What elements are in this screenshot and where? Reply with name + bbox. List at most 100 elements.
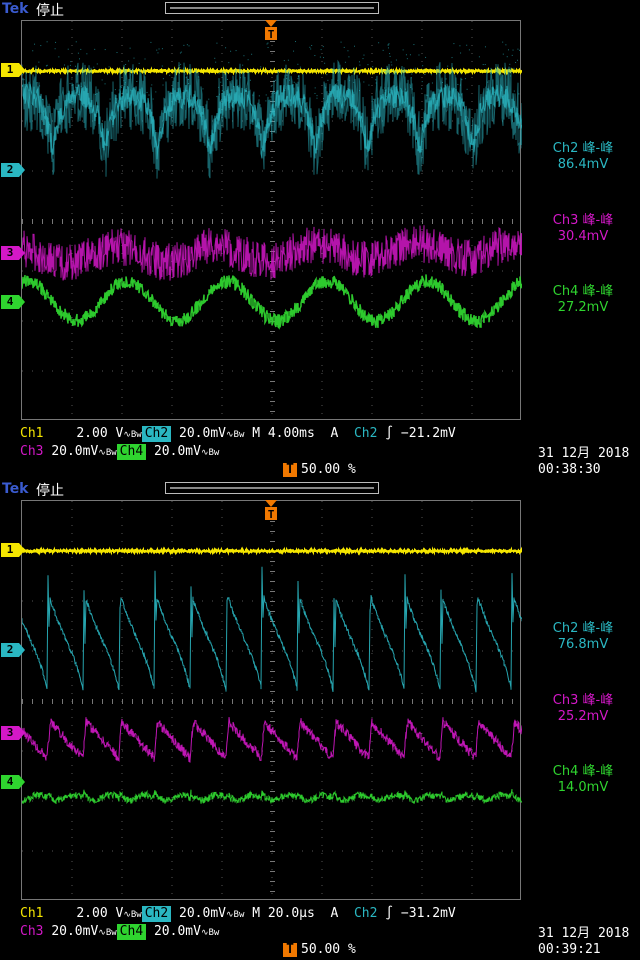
date-display: 31 12月 2018 <box>538 446 630 461</box>
brand-logo: Tek <box>2 481 29 497</box>
status-bar: Tek 停止 <box>0 480 640 500</box>
ch2-marker[interactable]: 2 <box>1 163 25 177</box>
ch2-trace-core <box>22 83 522 160</box>
waveform-display <box>21 20 522 420</box>
acquisition-status: 停止 <box>36 483 64 499</box>
ch2-meas-value: 86.4mV <box>557 157 609 172</box>
ch3-scale[interactable]: 20.0mV <box>51 924 99 939</box>
waveform-canvas <box>22 21 522 414</box>
ch4-marker[interactable]: 4 <box>1 295 25 309</box>
brand-logo: Tek <box>2 1 29 17</box>
graticule <box>22 21 513 414</box>
ch2-label[interactable]: Ch2 <box>141 426 172 442</box>
trigger-t-icon: T <box>283 943 297 957</box>
svg-text:T: T <box>268 508 275 520</box>
timebase[interactable]: M 4.00ms <box>252 426 315 441</box>
ch4-meas-value: 27.2mV <box>557 300 609 315</box>
trigger-position[interactable]: T 50.00 % <box>283 462 356 478</box>
ch4-scale[interactable]: 20.0mV <box>153 924 201 939</box>
waveform-canvas <box>22 501 522 894</box>
ch3-meas-value: 25.2mV <box>557 709 609 724</box>
scope-screen-1: Tek 停止 T 1 2 3 4 Ch2 峰-峰 86.4mV Ch3 峰-峰 … <box>0 0 640 478</box>
trigger-source[interactable]: Ch2 <box>353 906 378 921</box>
ch4-label[interactable]: Ch4 <box>116 444 147 460</box>
trigger-source[interactable]: Ch2 <box>353 426 378 441</box>
ch1-trace <box>22 66 522 76</box>
ch4-marker[interactable]: 4 <box>1 775 25 789</box>
ch3-scale[interactable]: 20.0mV <box>51 444 99 459</box>
trigger-position-value: 50.00 % <box>301 942 356 957</box>
ch3-meas-value: 30.4mV <box>557 229 609 244</box>
ch1-scale[interactable]: 2.00 V <box>76 426 124 441</box>
graticule <box>22 501 513 894</box>
ch4-bw-icon: ∿Bw <box>200 448 220 458</box>
settings-row-2: Ch3 20.0mV∿Bw Ch4 20.0mV∿Bw <box>20 924 219 940</box>
ch3-marker[interactable]: 3 <box>1 246 25 260</box>
ch2-marker[interactable]: 2 <box>1 643 25 657</box>
settings-row-2: Ch3 20.0mV∿Bw Ch4 20.0mV∿Bw <box>20 444 219 460</box>
ch4-measurement: Ch4 峰-峰 27.2mV <box>528 284 638 316</box>
ch1-trace <box>22 546 522 556</box>
scope-screen-2: Tek 停止 T 1 2 3 4 Ch2 峰-峰 76.8mV Ch3 峰-峰 … <box>0 480 640 960</box>
ch3-label[interactable]: Ch3 <box>20 924 44 939</box>
acquisition-status: 停止 <box>36 3 64 19</box>
record-view-bar <box>165 2 379 14</box>
ch1-marker[interactable]: 1 <box>1 543 25 557</box>
trigger-level[interactable]: ∫ −21.2mV <box>385 426 456 441</box>
time-display: 00:39:21 <box>538 942 601 957</box>
trigger-t-icon: T <box>283 463 297 477</box>
ch3-meas-label: Ch3 峰-峰 <box>552 213 614 228</box>
record-view-bar <box>165 482 379 494</box>
time-display: 00:38:30 <box>538 462 601 477</box>
ch3-trace <box>22 717 522 763</box>
trigger-position[interactable]: T 50.00 % <box>283 942 356 958</box>
ch4-label[interactable]: Ch4 <box>116 924 147 940</box>
waveform-display <box>21 500 522 900</box>
ch2-meas-label: Ch2 峰-峰 <box>552 621 614 636</box>
ch1-bw-icon: ∿Bw <box>123 430 142 440</box>
ch1-label[interactable]: Ch1 <box>20 906 44 921</box>
ch4-meas-label: Ch4 峰-峰 <box>552 764 614 779</box>
trigger-mode[interactable]: A <box>330 426 339 441</box>
svg-text:T: T <box>268 28 275 40</box>
ch2-trace <box>22 59 522 179</box>
settings-row-1: Ch1 2.00 V∿Bw Ch2 20.0mV∿Bw M 4.00ms A Ch… <box>20 426 456 442</box>
ch2-scale[interactable]: 20.0mV <box>179 426 226 441</box>
date-display: 31 12月 2018 <box>538 926 630 941</box>
ch4-meas-value: 14.0mV <box>557 780 609 795</box>
ch2-measurement: Ch2 峰-峰 86.4mV <box>528 141 638 173</box>
ch4-bw-icon: ∿Bw <box>200 928 220 938</box>
ch3-measurement: Ch3 峰-峰 25.2mV <box>528 693 638 725</box>
ch3-bw-icon: ∿Bw <box>98 928 117 938</box>
trigger-mode[interactable]: A <box>330 906 339 921</box>
ch3-label[interactable]: Ch3 <box>20 444 44 459</box>
trigger-position-value: 50.00 % <box>301 462 356 477</box>
trigger-position-icon: T <box>265 20 277 40</box>
trigger-position-icon: T <box>265 500 277 520</box>
ch3-bw-icon: ∿Bw <box>98 448 117 458</box>
ch3-measurement: Ch3 峰-峰 30.4mV <box>528 213 638 245</box>
ch2-bw-icon: ∿Bw <box>225 910 245 920</box>
ch4-measurement: Ch4 峰-峰 14.0mV <box>528 764 638 796</box>
ch2-bw-icon: ∿Bw <box>225 430 245 440</box>
timebase[interactable]: M 20.0µs <box>252 906 315 921</box>
ch3-marker[interactable]: 3 <box>1 726 25 740</box>
ch1-label[interactable]: Ch1 <box>20 426 44 441</box>
ch2-label[interactable]: Ch2 <box>141 906 172 922</box>
ch4-scale[interactable]: 20.0mV <box>153 444 201 459</box>
trigger-level[interactable]: ∫ −31.2mV <box>385 906 456 921</box>
ch2-meas-label: Ch2 峰-峰 <box>552 141 614 156</box>
ch4-trace <box>22 789 522 805</box>
ch2-trace <box>22 566 522 693</box>
ch1-marker[interactable]: 1 <box>1 63 25 77</box>
ch4-meas-label: Ch4 峰-峰 <box>552 284 614 299</box>
ch4-trace <box>22 274 522 330</box>
ch3-meas-label: Ch3 峰-峰 <box>552 693 614 708</box>
settings-row-1: Ch1 2.00 V∿Bw Ch2 20.0mV∿Bw M 20.0µs A Ch… <box>20 906 456 922</box>
ch1-scale[interactable]: 2.00 V <box>76 906 124 921</box>
status-bar: Tek 停止 <box>0 0 640 20</box>
ch3-trace <box>22 225 522 281</box>
ch1-bw-icon: ∿Bw <box>123 910 142 920</box>
ch2-meas-value: 76.8mV <box>557 637 609 652</box>
ch2-scale[interactable]: 20.0mV <box>179 906 226 921</box>
